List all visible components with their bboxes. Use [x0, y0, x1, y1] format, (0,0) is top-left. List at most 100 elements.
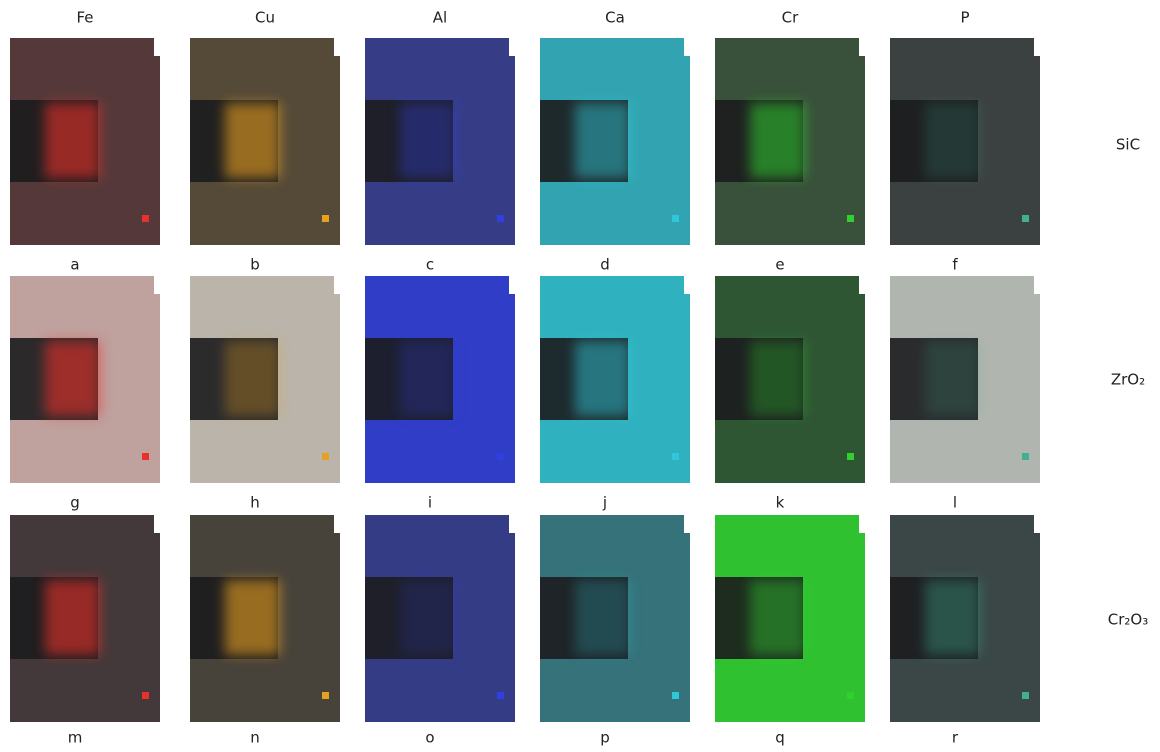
- cavity-glow: [225, 103, 280, 178]
- cavity-glow: [575, 341, 630, 416]
- panel-label: c: [426, 256, 434, 274]
- panel-label: p: [600, 729, 610, 747]
- cavity-glow: [400, 580, 455, 655]
- figure: Fe Cu Al Ca Cr P SiC a b c d e f ZrO₂ g h i j k l Cr₂O₃ m n o p q…: [0, 0, 1160, 748]
- cavity-glow: [925, 580, 980, 655]
- column-header: Cr: [782, 9, 799, 27]
- panel-label: a: [70, 256, 79, 274]
- legend-swatch: [672, 692, 679, 699]
- corner-cut: [154, 276, 160, 294]
- corner-cut: [1034, 515, 1040, 533]
- corner-cut: [334, 38, 340, 56]
- panel-label: o: [425, 729, 434, 747]
- cavity-glow: [925, 103, 980, 178]
- corner-cut: [684, 38, 690, 56]
- corner-cut: [859, 276, 865, 294]
- corner-cut: [509, 515, 515, 533]
- map-panel: [715, 38, 865, 245]
- cavity-glow: [225, 580, 280, 655]
- column-header: Cu: [255, 9, 275, 27]
- panel-label: h: [250, 494, 260, 512]
- legend-swatch: [672, 453, 679, 460]
- map-panel: [190, 515, 340, 722]
- corner-cut: [154, 38, 160, 56]
- panel-label: j: [602, 494, 607, 512]
- panel-label: k: [776, 494, 785, 512]
- cavity-glow: [750, 580, 805, 655]
- map-panel: [890, 38, 1040, 245]
- cavity-glow: [225, 341, 280, 416]
- map-panel: [890, 276, 1040, 483]
- legend-swatch: [497, 692, 504, 699]
- legend-swatch: [322, 692, 329, 699]
- legend-swatch: [142, 453, 149, 460]
- panel-label: i: [428, 494, 432, 512]
- corner-cut: [1034, 38, 1040, 56]
- panel-label: n: [250, 729, 260, 747]
- panel-label: r: [952, 729, 959, 747]
- map-panel: [715, 515, 865, 722]
- cavity-glow: [45, 341, 100, 416]
- panel-label: f: [952, 256, 958, 274]
- panel-label: d: [600, 256, 610, 274]
- legend-swatch: [847, 692, 854, 699]
- legend-swatch: [847, 215, 854, 222]
- legend-swatch: [497, 215, 504, 222]
- cavity-glow: [575, 580, 630, 655]
- panel-label: b: [250, 256, 260, 274]
- legend-swatch: [142, 692, 149, 699]
- legend-swatch: [1022, 453, 1029, 460]
- map-panel: [365, 276, 515, 483]
- cavity-glow: [400, 341, 455, 416]
- map-panel: [540, 515, 690, 722]
- corner-cut: [684, 276, 690, 294]
- corner-cut: [334, 276, 340, 294]
- map-panel: [190, 276, 340, 483]
- panel-label: g: [70, 494, 80, 512]
- corner-cut: [509, 276, 515, 294]
- row-label: Cr₂O₃: [1108, 611, 1148, 629]
- corner-cut: [154, 515, 160, 533]
- cavity-glow: [925, 341, 980, 416]
- map-panel: [365, 38, 515, 245]
- legend-swatch: [322, 215, 329, 222]
- legend-swatch: [1022, 215, 1029, 222]
- map-panel: [10, 515, 160, 722]
- map-panel: [715, 276, 865, 483]
- legend-swatch: [672, 215, 679, 222]
- column-header: Ca: [605, 9, 625, 27]
- column-header: Al: [433, 9, 447, 27]
- legend-swatch: [142, 215, 149, 222]
- panel-label: l: [953, 494, 957, 512]
- cavity-glow: [750, 341, 805, 416]
- corner-cut: [509, 38, 515, 56]
- corner-cut: [859, 38, 865, 56]
- row-label: ZrO₂: [1111, 371, 1145, 389]
- map-panel: [365, 515, 515, 722]
- column-header: Fe: [76, 9, 93, 27]
- legend-swatch: [322, 453, 329, 460]
- legend-swatch: [1022, 692, 1029, 699]
- cavity-glow: [575, 103, 630, 178]
- map-panel: [10, 38, 160, 245]
- cavity-glow: [400, 103, 455, 178]
- panel-label: q: [775, 729, 785, 747]
- corner-cut: [859, 515, 865, 533]
- cavity-glow: [45, 103, 100, 178]
- map-panel: [190, 38, 340, 245]
- panel-label: e: [775, 256, 784, 274]
- column-header: P: [960, 9, 969, 27]
- map-panel: [540, 38, 690, 245]
- corner-cut: [684, 515, 690, 533]
- corner-cut: [334, 515, 340, 533]
- map-panel: [890, 515, 1040, 722]
- corner-cut: [1034, 276, 1040, 294]
- cavity-glow: [750, 103, 805, 178]
- legend-swatch: [497, 453, 504, 460]
- cavity-glow: [45, 580, 100, 655]
- panel-label: m: [68, 729, 83, 747]
- map-panel: [10, 276, 160, 483]
- map-panel: [540, 276, 690, 483]
- row-label: SiC: [1116, 136, 1140, 154]
- legend-swatch: [847, 453, 854, 460]
